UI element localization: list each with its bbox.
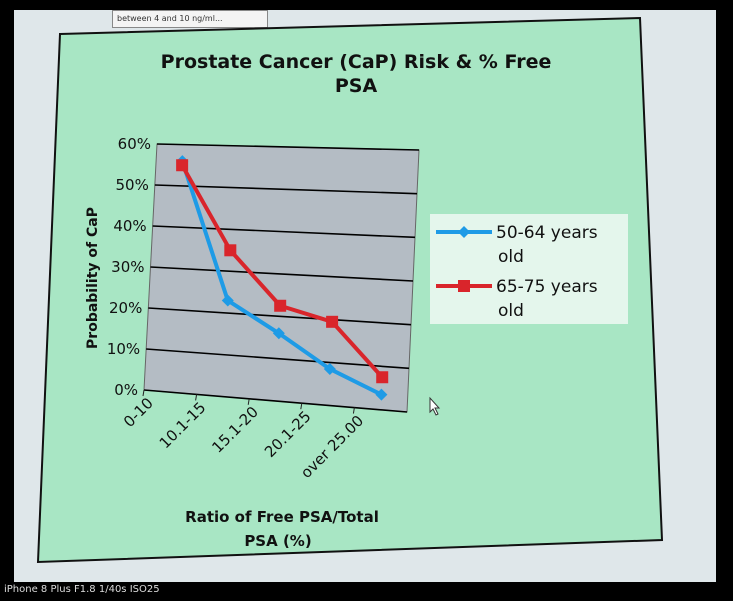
x-tick-mark <box>352 407 355 414</box>
gridline <box>150 266 414 282</box>
photo-caption: iPhone 8 Plus F1.8 1/40s ISO25 <box>4 584 160 595</box>
series-0-point <box>323 362 336 375</box>
legend-label-series-0-line1: 50-64 years <box>496 223 598 243</box>
gridline <box>154 184 418 195</box>
legend-label-series-0-line2: old <box>498 247 524 267</box>
y-tick-label: 60% <box>118 135 151 153</box>
legend-label-series-1-line2: old <box>498 301 524 321</box>
gridline <box>148 307 412 326</box>
series-1-point <box>326 315 339 328</box>
series-lines <box>176 155 389 401</box>
y-tick-label: 20% <box>109 299 142 317</box>
series-1-point <box>274 299 287 312</box>
gridline <box>143 389 408 413</box>
series-1-point <box>176 159 189 172</box>
series-1-point <box>376 371 389 384</box>
mouse-pointer-icon <box>429 396 441 416</box>
gridline <box>152 225 416 239</box>
y-tick-label: 0% <box>114 381 138 399</box>
series-0-point <box>375 388 388 401</box>
legend-marker-series-0 <box>458 226 470 238</box>
monitor-screen: between 4 and 10 ng/ml... Prostate Cance… <box>14 10 716 582</box>
x-axis-label-line1: Ratio of Free PSA/Total <box>185 508 379 526</box>
legend: 50-64 years old 65-75 years old <box>430 214 628 324</box>
x-tick-mark <box>142 389 145 397</box>
series-0-point <box>272 327 285 340</box>
document-header-strip: between 4 and 10 ng/ml... <box>112 10 268 28</box>
y-tick-label: 50% <box>115 176 148 194</box>
chart: Prostate Cancer (CaP) Risk & % Free PSA … <box>36 16 664 564</box>
y-tick-label: 30% <box>111 258 144 276</box>
series-0-point <box>221 294 234 307</box>
gridlines <box>143 143 420 413</box>
chart-title-line2: PSA <box>335 75 378 97</box>
x-tick-mark <box>247 398 250 405</box>
gridline <box>146 348 410 370</box>
gridline <box>156 143 420 151</box>
y-axis-label: Probability of CaP <box>85 207 101 349</box>
legend-marker-series-1 <box>458 280 470 292</box>
series-1-point <box>224 244 237 257</box>
chart-title-line1: Prostate Cancer (CaP) Risk & % Free <box>161 51 552 73</box>
x-axis-label-line2: PSA (%) <box>244 532 311 550</box>
legend-label-series-1-line1: 65-75 years <box>496 277 598 297</box>
y-axis-ticks: 0% 10% 20% 30% 40% 50% 60% <box>107 135 151 399</box>
x-tick-mark <box>195 394 198 401</box>
y-tick-label: 10% <box>107 340 140 358</box>
y-tick-label: 40% <box>113 217 146 235</box>
x-tick-mark <box>300 403 303 410</box>
